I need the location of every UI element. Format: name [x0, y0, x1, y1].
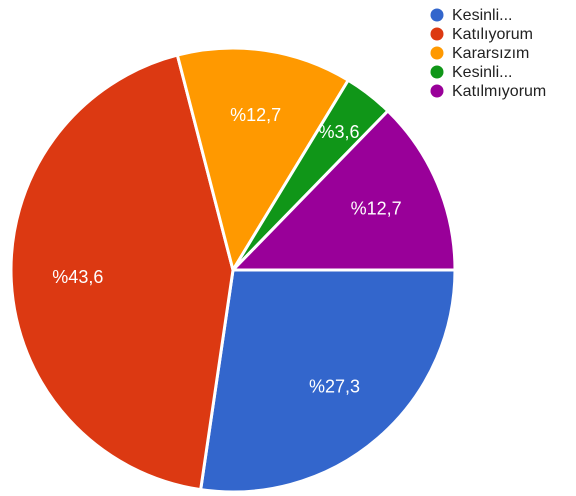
legend-label: Kesinli...: [452, 7, 512, 24]
legend-label: Katılmıyorum: [452, 83, 546, 100]
legend-marker: [430, 46, 444, 60]
slice-label: %27,3: [309, 376, 360, 396]
slice-label: %12,7: [351, 198, 402, 218]
legend-label: Kesinli...: [452, 64, 512, 81]
legend-label: Kararsızım: [452, 45, 529, 62]
legend-marker: [430, 65, 444, 79]
slice-label: %3,6: [318, 122, 359, 142]
pie-slice: [175, 46, 350, 272]
pie-slice: [199, 268, 457, 494]
legend-label: Katılıyorum: [452, 26, 533, 43]
legend-marker: [430, 27, 444, 41]
slice-label: %12,7: [230, 105, 281, 125]
legend-marker: [430, 8, 444, 22]
pie-slice: [9, 53, 235, 492]
legend-marker: [430, 84, 444, 98]
pie-slice: [231, 109, 457, 272]
slice-label: %43,6: [52, 267, 103, 287]
